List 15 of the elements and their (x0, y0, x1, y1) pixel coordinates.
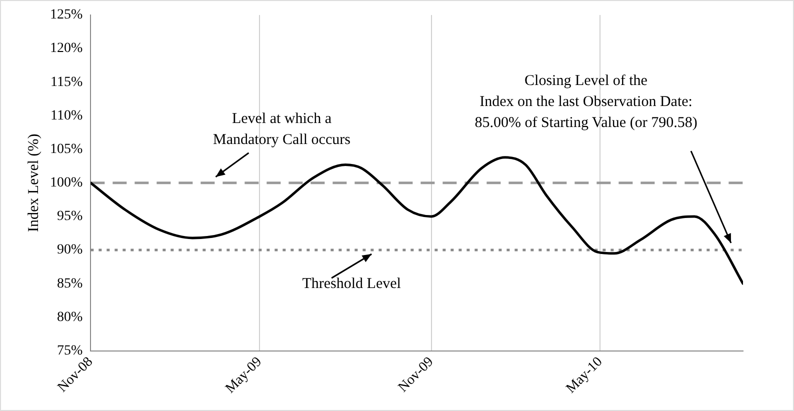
y-tick-label: 100% (50, 176, 83, 191)
y-tick-label: 75% (56, 343, 83, 358)
y-tick-label: 90% (56, 242, 83, 258)
annotation: Level at which a Mandatory Call occurs (212, 110, 351, 148)
y-tick-label: 80% (56, 310, 83, 325)
annotation: Threshold Level (302, 276, 401, 292)
y-tick-label: 85% (56, 276, 83, 292)
y-tick-label: 125% (50, 8, 83, 23)
y-tick-label: 95% (56, 209, 83, 224)
y-tick-label: 120% (50, 41, 83, 56)
y-tick-label: 105% (50, 142, 83, 157)
y-tick-label: 115% (50, 74, 83, 90)
annotation: Closing Level of the Index on the last Observation Date: 85.00% of Starting Value (or 790.58) (474, 72, 698, 131)
y-tick-label: 110% (50, 108, 83, 124)
y-axis-title: Index Level (%) (26, 134, 42, 232)
